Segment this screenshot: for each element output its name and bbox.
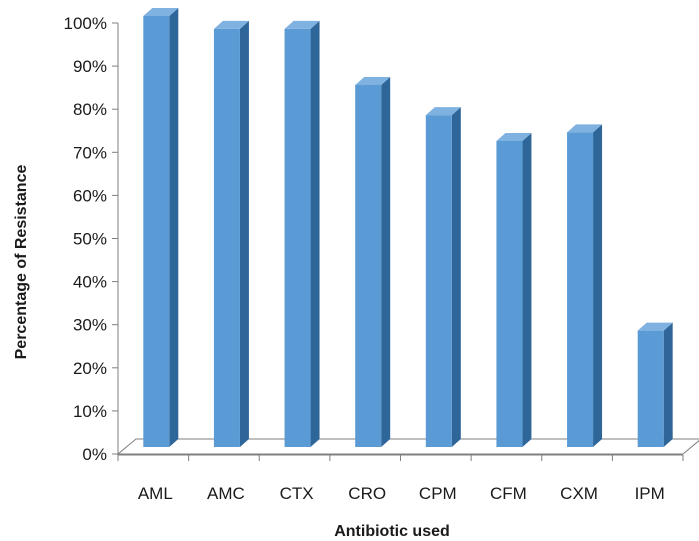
- y-tick-label: 20%: [73, 359, 107, 378]
- bar-front: [143, 16, 170, 447]
- y-tick-label: 0%: [82, 445, 107, 464]
- chart-floor: [116, 438, 699, 461]
- bar-top: [425, 107, 461, 116]
- y-axis: 0% 10% 20% 30% 40% 50% 60% 70% 80% 90% 100%: [64, 14, 119, 464]
- x-tick-label: CRO: [348, 484, 386, 503]
- bar-cfm: [496, 132, 532, 448]
- x-tick-label: AMC: [207, 484, 245, 503]
- bar-top: [213, 20, 249, 29]
- bar-front: [213, 28, 240, 448]
- bar-side: [593, 124, 603, 448]
- bar-cro: [355, 76, 391, 448]
- bar-top: [143, 8, 179, 16]
- y-tick-label: 60%: [73, 186, 107, 205]
- bar-ctx: [284, 20, 320, 448]
- y-axis-title: Percentage of Resistance: [13, 165, 30, 360]
- bar-side: [663, 322, 673, 447]
- bar-top: [567, 124, 603, 133]
- bar-aml: [143, 8, 179, 447]
- x-tick-label: CTX: [280, 484, 314, 503]
- bar-side: [239, 20, 249, 448]
- bar-side: [169, 8, 179, 447]
- x-axis-title: Antibiotic used: [334, 523, 450, 540]
- bar-top: [637, 322, 673, 331]
- bar-cpm: [425, 107, 461, 447]
- bar-side: [451, 107, 461, 447]
- x-tick-label: CPM: [419, 484, 457, 503]
- y-tick-label: 80%: [73, 100, 107, 119]
- x-tick-label: CFM: [490, 484, 527, 503]
- y-tick-label: 90%: [73, 57, 107, 76]
- bar-front: [355, 84, 382, 448]
- bar-side: [310, 20, 320, 448]
- y-tick-label: 40%: [73, 273, 107, 292]
- bar-front: [567, 132, 594, 447]
- bar-top: [284, 20, 320, 29]
- bar-top: [496, 132, 532, 141]
- bar-ipm: [637, 322, 673, 447]
- bar-cxm: [567, 124, 603, 448]
- bar-top: [355, 76, 391, 85]
- bar-side: [522, 132, 532, 448]
- y-tick-label: 70%: [73, 143, 107, 162]
- bars: [143, 8, 673, 448]
- bar-amc: [213, 20, 249, 448]
- y-tick-label: 50%: [73, 230, 107, 249]
- bar-front: [284, 28, 311, 448]
- x-tick-label: CXM: [560, 484, 598, 503]
- floor-plane: [116, 438, 699, 455]
- y-tick-label: 30%: [73, 316, 107, 335]
- y-tick-label: 100%: [64, 14, 107, 33]
- bar-front: [425, 115, 452, 447]
- bar-side: [381, 76, 391, 448]
- y-tick-label: 10%: [73, 402, 107, 421]
- x-tick-label: IPM: [635, 484, 665, 503]
- x-axis-labels: AML AMC CTX CRO CPM CFM CXM IPM: [138, 484, 665, 503]
- bar-front: [637, 330, 664, 447]
- x-tick-label: AML: [138, 484, 173, 503]
- bar-front: [496, 140, 523, 448]
